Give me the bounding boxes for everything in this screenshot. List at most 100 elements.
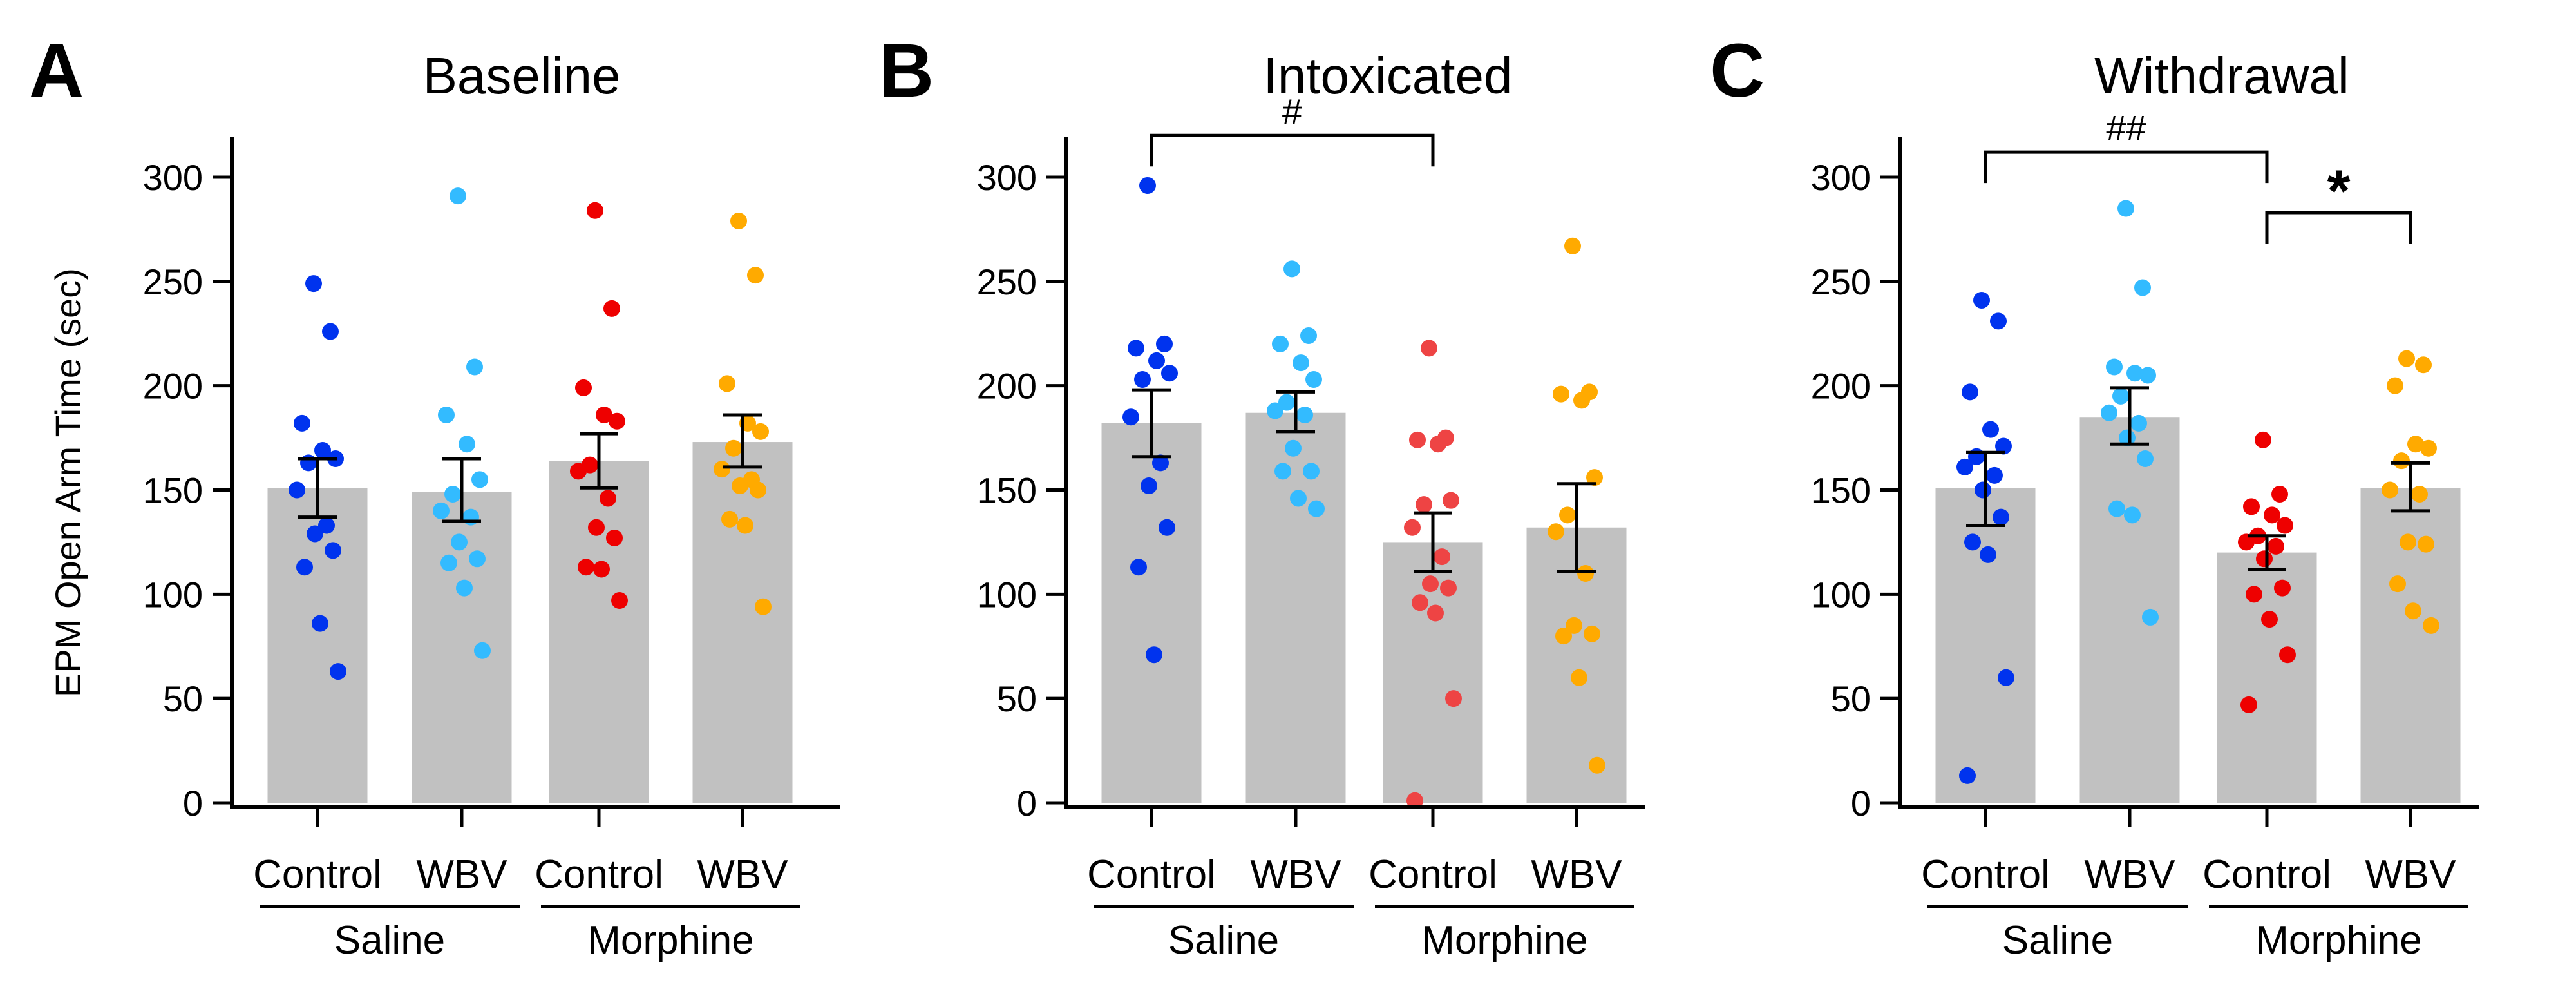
data-point: [2124, 506, 2141, 524]
panel-letter: C: [1710, 28, 1765, 113]
panel-title: Withdrawal: [2094, 47, 2349, 104]
data-point: [1566, 617, 1582, 634]
data-point: [575, 379, 592, 396]
data-point: [2256, 550, 2273, 568]
error-bar: [1276, 390, 1315, 434]
category-label: WBV: [1531, 852, 1622, 897]
y-tick-label: 200: [143, 366, 203, 407]
significance-label: ##: [2106, 108, 2146, 148]
data-point: [714, 461, 730, 478]
panel-b: B Intoxicated 0 50 100 150 200 250 300 Control WBV…: [879, 28, 1645, 963]
bar: [1245, 412, 1346, 803]
y-tick-label: 150: [1811, 470, 1871, 511]
data-point: [1553, 385, 1569, 403]
data-point: [1303, 463, 1320, 480]
bar: [2079, 417, 2180, 803]
data-point: [1445, 690, 1462, 707]
panel-c: C Withdrawal 0 50 100 150 200 250 300 Control WBV C…: [1710, 28, 2479, 963]
significance-label: *: [2327, 158, 2351, 224]
category-label: WBV: [2365, 852, 2456, 897]
data-point: [2117, 200, 2134, 217]
y-tick-label: 200: [1811, 366, 1871, 407]
data-point: [1973, 291, 1990, 309]
data-point: [2277, 517, 2293, 534]
category-label: Control: [253, 852, 382, 897]
data-point: [1134, 370, 1151, 388]
bar: [1526, 527, 1627, 803]
data-point: [1128, 340, 1144, 357]
bar: [549, 461, 649, 803]
data-point: [750, 481, 766, 499]
data-point: [2382, 481, 2398, 499]
error-bar: [1414, 511, 1452, 573]
y-tick-label: 0: [1017, 783, 1037, 823]
data-point: [1290, 490, 1307, 507]
y-tick-label: 300: [1811, 157, 1871, 198]
data-point: [1980, 546, 1996, 563]
data-point: [438, 406, 455, 423]
data-point: [1962, 383, 1978, 401]
y-tick-label: 250: [143, 262, 203, 302]
data-point: [600, 490, 616, 507]
data-point: [325, 542, 341, 559]
data-point: [2112, 387, 2129, 405]
data-point: [1278, 394, 1295, 411]
data-point: [1422, 575, 1439, 593]
data-point: [1406, 792, 1423, 809]
data-point: [1308, 500, 1325, 517]
bar: [2217, 552, 2317, 803]
data-point: [1156, 335, 1173, 352]
error-bar: [1132, 388, 1171, 459]
data-point: [1571, 669, 1587, 686]
y-tick-label: 250: [1811, 262, 1871, 302]
data-point: [459, 436, 475, 453]
data-point: [1443, 492, 1459, 509]
data-point: [1990, 312, 2007, 330]
error-bar: [1966, 450, 2005, 528]
y-tick-label: 250: [977, 262, 1037, 302]
y-tick-label: 0: [183, 783, 203, 823]
data-point: [1959, 767, 1976, 784]
data-point: [2130, 414, 2147, 432]
data-point: [451, 533, 468, 551]
data-point: [1584, 625, 1600, 642]
data-point: [2246, 586, 2262, 603]
data-point: [1300, 327, 1317, 344]
y-tick-label: 100: [977, 574, 1037, 615]
data-point: [1130, 559, 1147, 576]
data-point: [1285, 439, 1302, 457]
data-point: [725, 439, 742, 457]
data-point: [2264, 506, 2280, 524]
data-point: [1421, 340, 1437, 357]
data-point: [2393, 452, 2410, 470]
data-point: [2407, 436, 2424, 453]
error-bar: [442, 457, 481, 523]
data-point: [593, 561, 610, 578]
data-point: [1589, 756, 1605, 774]
y-tick-label: 0: [1851, 783, 1871, 823]
y-tick-label: 300: [143, 157, 203, 198]
category-label: Control: [2202, 852, 2331, 897]
panel-a: A Baseline 0 50 100 150 200 250 300 Control WBV Con…: [29, 28, 840, 963]
group-label: Saline: [2002, 918, 2113, 963]
data-point: [433, 502, 450, 519]
error-bar: [298, 457, 337, 519]
data-point: [2279, 646, 2296, 664]
data-point: [1434, 548, 1450, 566]
data-point: [296, 559, 313, 576]
data-point: [721, 510, 738, 528]
data-point: [587, 202, 603, 219]
bar: [692, 442, 793, 803]
data-point: [2274, 579, 2291, 597]
category-label: Control: [535, 852, 663, 897]
category-label: Control: [1921, 852, 2050, 897]
data-point: [1564, 237, 1581, 254]
data-point: [444, 485, 461, 503]
data-point: [1573, 392, 1590, 409]
error-bar: [2110, 386, 2149, 446]
data-point: [1409, 431, 1426, 448]
data-point: [747, 267, 764, 284]
data-point: [440, 554, 457, 571]
category-label: WBV: [1250, 852, 1341, 897]
